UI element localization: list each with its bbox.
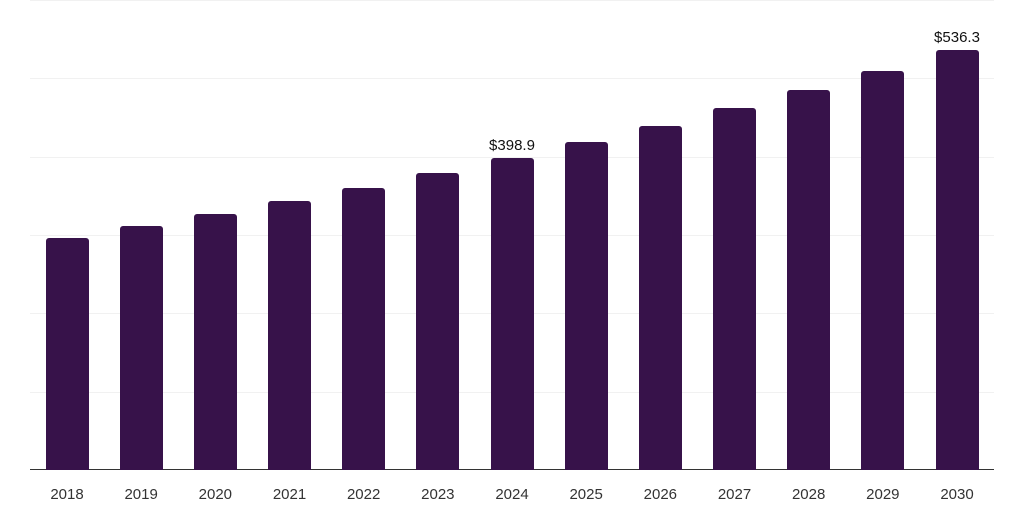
bar-2019 xyxy=(119,225,163,470)
x-tick-label: 2023 xyxy=(421,486,455,503)
bar-2024 xyxy=(490,157,534,470)
x-tick-label: 2027 xyxy=(717,486,752,503)
x-tick-label: 2025 xyxy=(569,486,603,503)
bar-2029 xyxy=(861,70,905,470)
x-tick-label: 2021 xyxy=(272,486,307,503)
x-tick-label: 2024 xyxy=(495,486,529,503)
x-tick-label: 2029 xyxy=(866,486,900,503)
bar-2018 xyxy=(45,237,89,470)
gridline xyxy=(30,0,994,1)
bar-2030 xyxy=(935,49,979,470)
bar-2028 xyxy=(787,89,831,470)
x-tick-label: 2020 xyxy=(198,486,233,503)
bar-2021 xyxy=(268,200,311,470)
data-label: $536.3 xyxy=(934,28,980,46)
bar-2023 xyxy=(416,172,460,470)
bar-2026 xyxy=(638,125,682,470)
data-label: $398.9 xyxy=(489,136,535,154)
x-tick-label: 2026 xyxy=(643,486,678,503)
bar-2020 xyxy=(193,213,237,470)
x-tick-label: 2028 xyxy=(791,486,826,503)
bar-2027 xyxy=(713,107,756,470)
gridline xyxy=(30,157,994,158)
x-tick-label: 2018 xyxy=(50,486,84,503)
bar-2025 xyxy=(564,141,608,470)
bar-2022 xyxy=(342,187,386,470)
x-tick-label: 2019 xyxy=(124,486,158,503)
x-tick-label: 2022 xyxy=(346,486,381,503)
x-tick-label: 2030 xyxy=(940,486,974,503)
gridline xyxy=(30,78,994,79)
